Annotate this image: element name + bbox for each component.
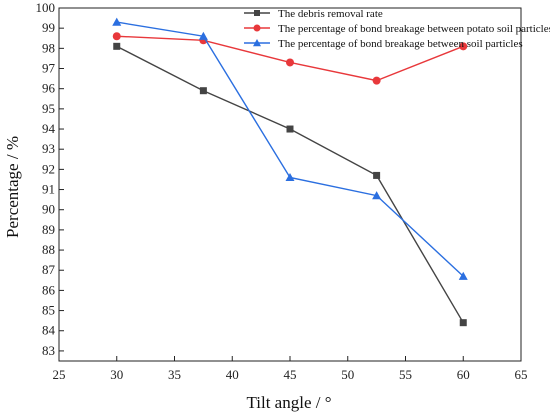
x-tick-label: 30 xyxy=(110,367,123,382)
y-tick-label: 98 xyxy=(42,40,55,55)
y-tick-label: 96 xyxy=(42,81,56,96)
x-tick-label: 35 xyxy=(168,367,181,382)
series-line xyxy=(116,45,464,324)
y-tick-label: 88 xyxy=(42,242,55,257)
y-tick-label: 86 xyxy=(42,282,56,297)
data-point xyxy=(372,191,382,200)
legend-marker xyxy=(253,39,261,47)
legend-marker xyxy=(253,24,261,32)
data-point xyxy=(112,17,122,26)
series-circle xyxy=(112,32,468,85)
series-layer xyxy=(112,17,468,327)
x-tick-label: 50 xyxy=(341,367,354,382)
data-point xyxy=(113,42,121,50)
y-tick-label: 97 xyxy=(42,61,56,76)
y-tick-label: 91 xyxy=(42,182,55,197)
legend: The debris removal rate The percentage of… xyxy=(244,8,550,50)
y-tick-label: 85 xyxy=(42,303,55,318)
x-tick-label: 40 xyxy=(226,367,239,382)
y-tick-label: 99 xyxy=(42,20,55,35)
x-tick-label: 25 xyxy=(53,367,66,382)
y-axis-title: Percentage / % xyxy=(3,136,22,238)
legend-label: The percentage of bond breakage between … xyxy=(278,38,523,50)
y-tick-label: 95 xyxy=(42,101,55,116)
data-point xyxy=(112,32,121,41)
y-tick-label: 89 xyxy=(42,222,55,237)
y-axis-ticks: 83 84 85 86 87 88 89 90 91 92 93 94 95 96 97 98 99 100 xyxy=(36,0,64,358)
data-point xyxy=(285,172,295,182)
data-point xyxy=(459,319,467,327)
series-triangle xyxy=(112,17,468,280)
data-point xyxy=(372,76,381,85)
y-tick-label: 92 xyxy=(42,161,55,176)
data-point xyxy=(458,271,468,280)
series-square xyxy=(113,42,467,327)
data-point xyxy=(286,125,294,133)
y-tick-label: 84 xyxy=(42,323,56,338)
x-tick-label: 45 xyxy=(284,367,297,382)
y-tick-label: 87 xyxy=(42,262,56,277)
legend-marker xyxy=(254,10,260,16)
y-tick-label: 100 xyxy=(36,0,56,15)
data-point xyxy=(199,87,207,95)
data-point xyxy=(286,58,294,67)
y-tick-label: 90 xyxy=(42,202,55,217)
y-tick-label: 83 xyxy=(42,343,55,358)
y-tick-label: 93 xyxy=(42,141,55,156)
x-axis-ticks: 25 30 35 40 45 50 55 60 65 xyxy=(53,356,528,382)
x-tick-label: 60 xyxy=(457,367,470,382)
data-point xyxy=(459,42,468,51)
data-point xyxy=(373,171,381,179)
y-tick-label: 94 xyxy=(42,121,56,136)
legend-label: The debris removal rate xyxy=(278,8,383,20)
data-point xyxy=(198,31,208,40)
x-axis-title: Tilt angle / ° xyxy=(246,393,331,412)
x-tick-label: 55 xyxy=(399,367,412,382)
legend-label: The percentage of bond breakage between … xyxy=(278,23,550,35)
x-tick-label: 65 xyxy=(515,367,528,382)
